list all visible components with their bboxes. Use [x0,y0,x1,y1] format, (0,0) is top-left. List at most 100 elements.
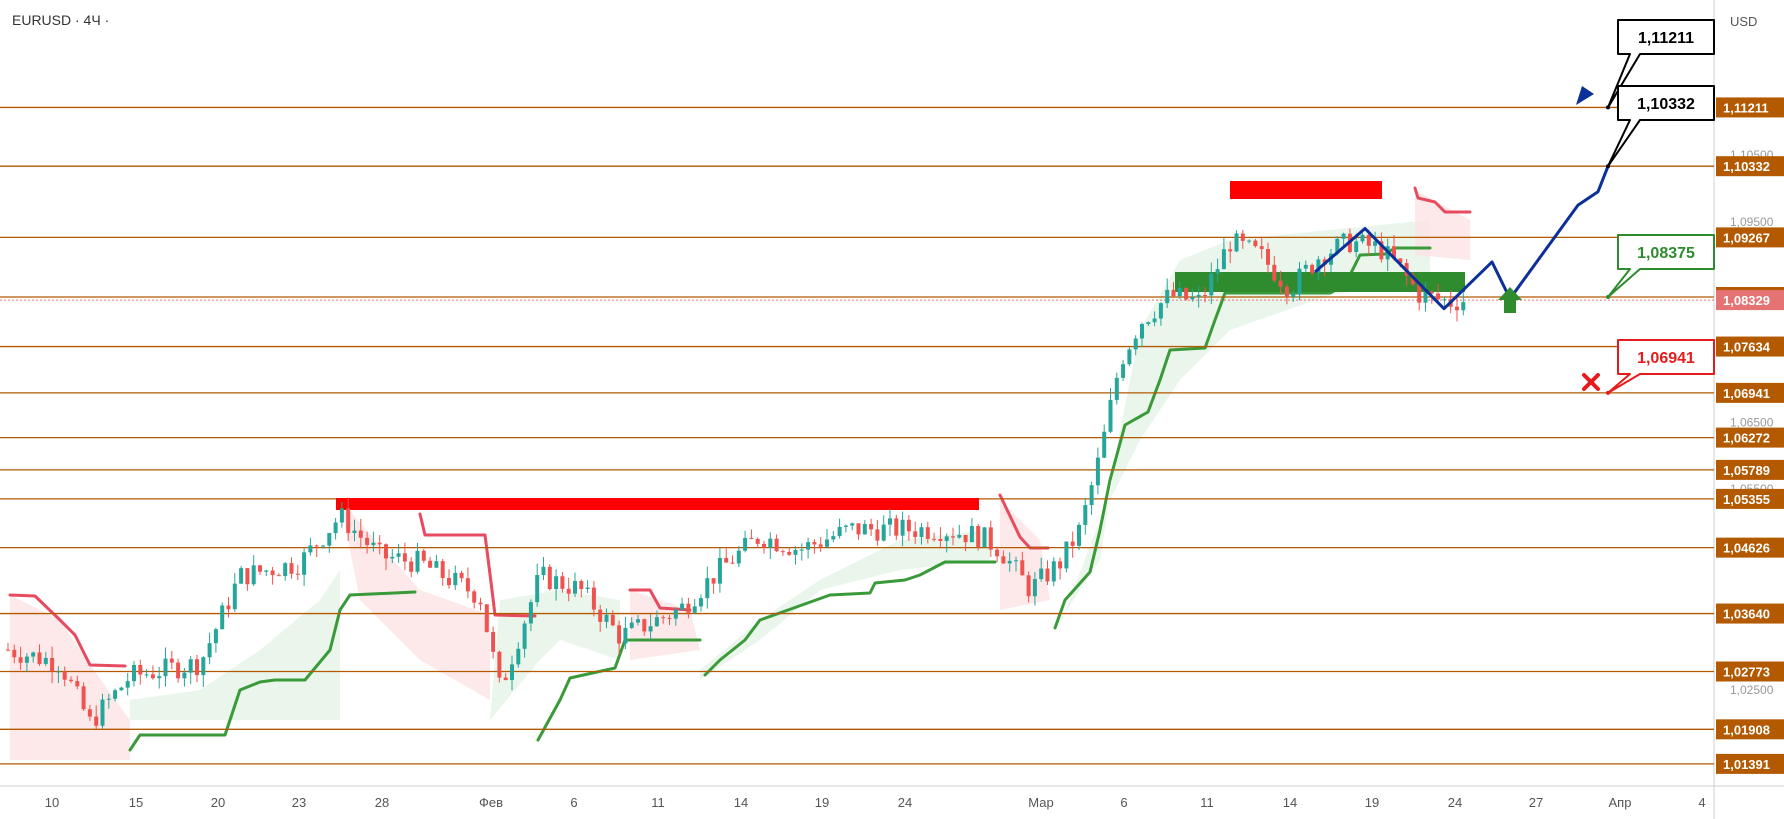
candle [573,572,577,597]
candle [780,549,785,556]
candle [308,537,313,556]
candle [384,543,388,571]
trailing-band [10,190,1470,760]
candle [894,514,899,541]
candle [75,675,80,690]
candle [358,518,363,549]
candle [201,656,206,688]
candle [736,546,741,568]
x-tick-label: 6 [570,795,577,810]
candle [113,688,118,702]
candle [636,615,640,626]
candle [295,564,300,581]
x-tick-label: Мар [1028,795,1053,810]
candle [491,626,496,659]
candle [43,652,48,667]
callout: 1,10332 [1606,85,1715,169]
candle [661,615,666,624]
candle [1240,230,1245,249]
candle [169,650,174,670]
candle [371,531,376,552]
candle [1026,571,1031,603]
candle [1007,552,1012,572]
level-tag: 1,06941 [1716,382,1784,403]
candle [239,566,244,585]
candle [321,544,325,549]
level-tag-label: 1,11211 [1723,100,1769,115]
candle [988,520,993,557]
candle [1461,292,1466,316]
candle [1165,278,1170,309]
x-tick-label: 14 [1283,795,1297,810]
candle [1039,557,1044,582]
candle [913,521,918,544]
candle [642,618,647,636]
x-tick-label: 6 [1120,795,1127,810]
candle [560,572,565,593]
callout: 1,11211 [1606,19,1715,110]
candle [1102,424,1107,459]
level-tag: 1,10332 [1716,156,1784,177]
candle [100,693,105,729]
candle [692,598,697,615]
level-tags: 1,112111,103321,092671,083751,083291,076… [1716,97,1784,774]
candle [1303,260,1308,273]
candle [906,515,911,541]
candle [1152,311,1157,327]
candle [585,580,590,594]
candle [541,557,546,580]
candle [157,666,162,689]
callout-label: 1,11211 [1638,30,1694,47]
x-tick-label: 15 [129,795,143,810]
candle [1140,322,1144,347]
candle [1203,287,1207,303]
candle [264,569,269,577]
candle [150,665,155,680]
candle [327,532,332,553]
candle [1171,282,1176,298]
candle [459,570,464,583]
candle [598,604,603,632]
callout: 1,08375 [1606,234,1715,300]
candle [547,564,552,591]
candle [176,658,181,683]
candle [743,530,748,553]
candle [717,547,722,593]
level-tag-label: 1,06941 [1723,386,1770,401]
candle [1127,347,1132,366]
candle [831,531,836,543]
candle [428,556,433,568]
candle [283,562,288,581]
candle [535,563,540,607]
candle [705,566,710,609]
forecast-arrow-tip [1576,86,1594,105]
candle [346,497,351,542]
level-tag: 1,07634 [1716,336,1784,357]
candle [1095,447,1100,495]
candle [711,578,716,594]
candle [314,544,319,558]
candle [1228,241,1233,264]
candle [900,511,905,547]
candle [749,529,754,540]
candle [1108,387,1113,434]
candle [377,535,382,555]
candle [799,543,804,561]
candle [680,597,685,611]
candle [1020,551,1025,576]
candle [812,539,817,554]
candle [648,614,653,642]
callout-label: 1,08375 [1637,245,1695,262]
candle [667,614,672,625]
x-tick-label: Апр [1609,795,1632,810]
candle [1133,335,1138,356]
candle [1032,572,1037,606]
x-tick-label: 10 [45,795,59,810]
x-tick-label: 23 [292,795,306,810]
x-axis: 10 15 20 23 28 Фев 6 11 14 19 24 Мар 6 11 14 19 24 27 Апр 4 [45,795,1706,810]
candle [579,579,584,598]
candle [850,522,855,531]
level-tag: 1,02773 [1716,661,1784,682]
candle [686,597,691,619]
